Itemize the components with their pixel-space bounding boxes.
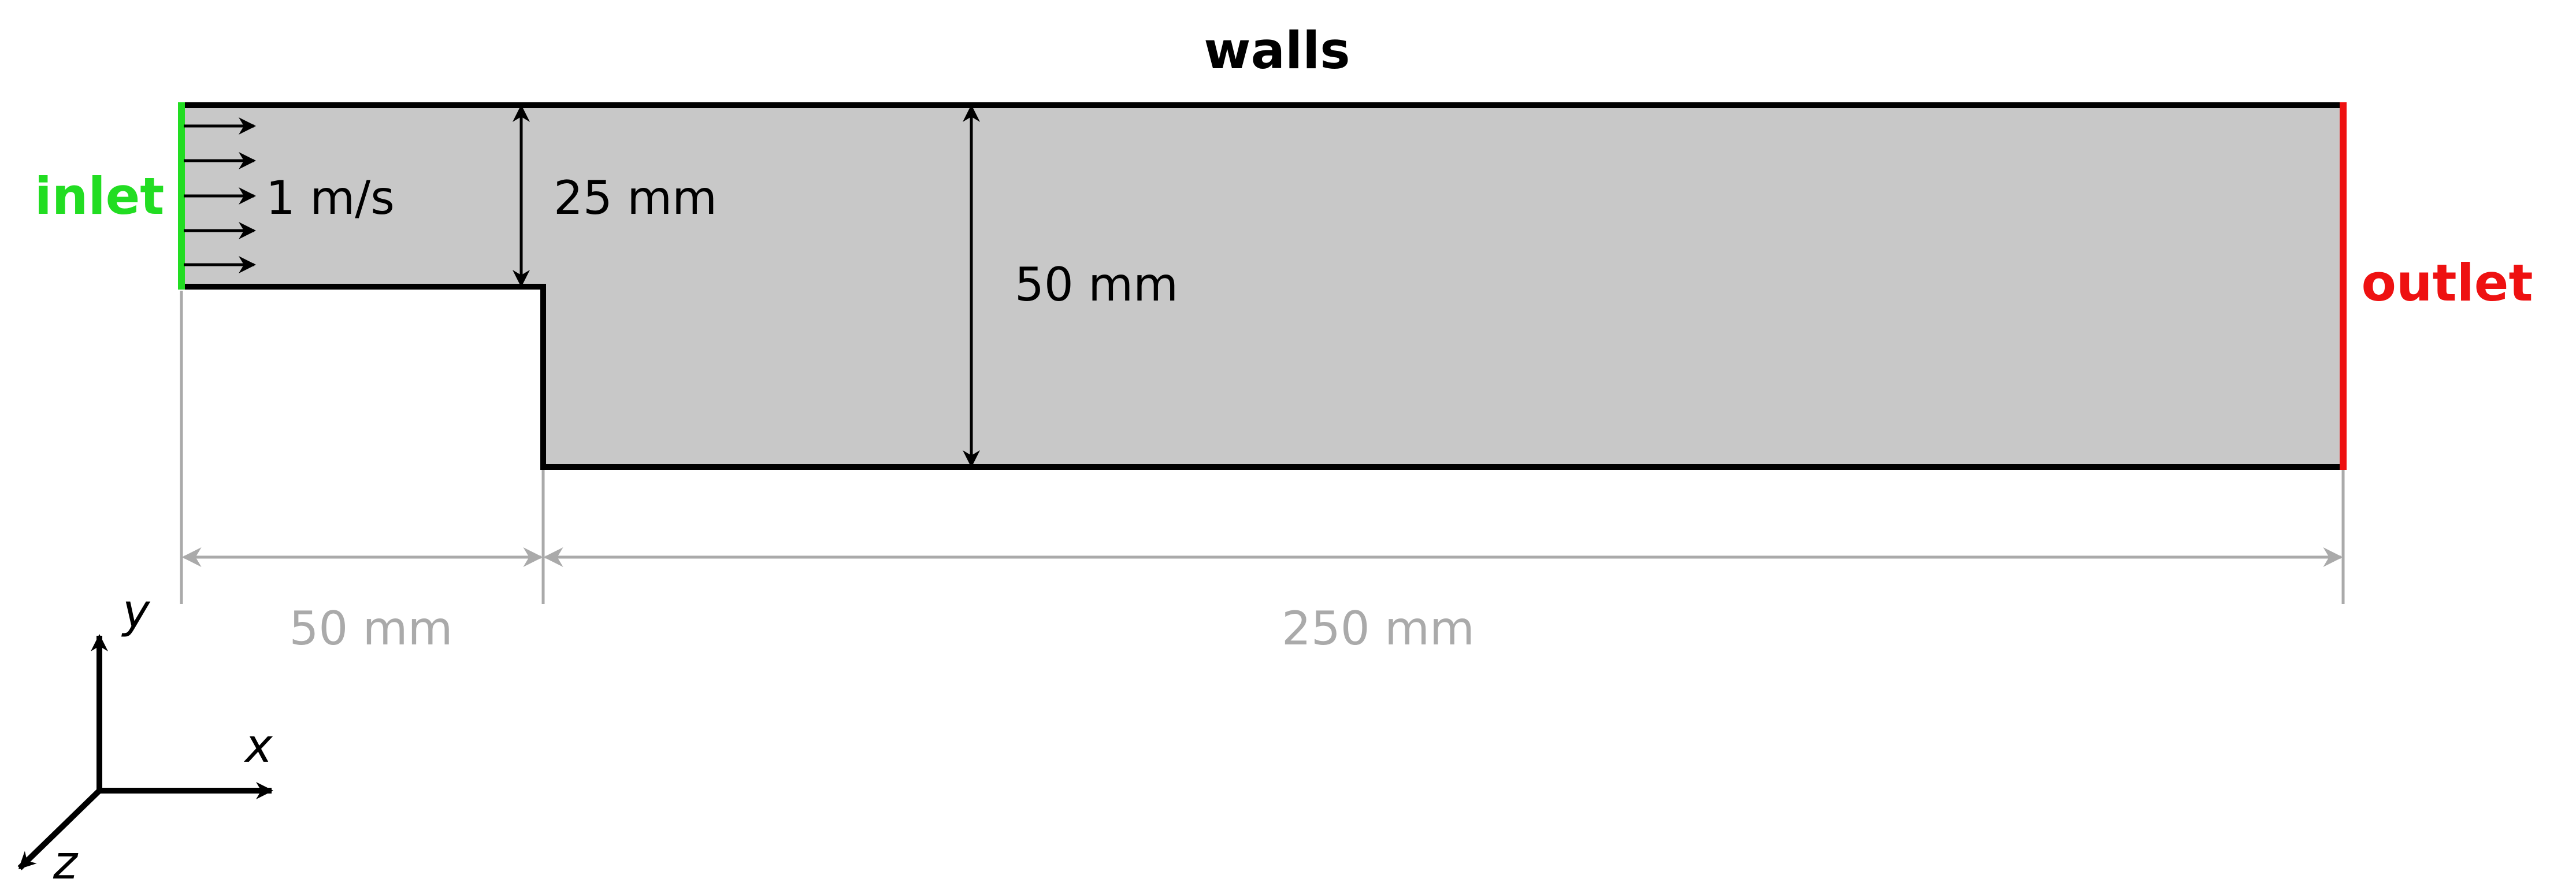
- y-axis-label: y: [121, 584, 151, 638]
- step-length-label: 50 mm: [289, 602, 452, 655]
- walls-outline: [181, 102, 2343, 470]
- downstream-length-label: 250 mm: [1282, 602, 1475, 655]
- velocity-label: 1 m/s: [266, 171, 395, 225]
- fluid-domain: [181, 105, 2343, 467]
- channel-height-label: 50 mm: [1015, 258, 1178, 312]
- z-axis-arrow: [17, 788, 102, 870]
- walls-label: walls: [1204, 21, 1350, 80]
- z-axis-label: z: [53, 836, 79, 886]
- outlet-label: outlet: [2361, 253, 2533, 313]
- coordinate-axes: y x z: [17, 584, 273, 886]
- inlet-velocity-arrows: [184, 117, 256, 273]
- x-axis-label: x: [243, 719, 273, 773]
- inlet-height-label: 25 mm: [554, 171, 717, 225]
- extension-lines: [180, 291, 2345, 604]
- inlet-label: inlet: [35, 166, 165, 226]
